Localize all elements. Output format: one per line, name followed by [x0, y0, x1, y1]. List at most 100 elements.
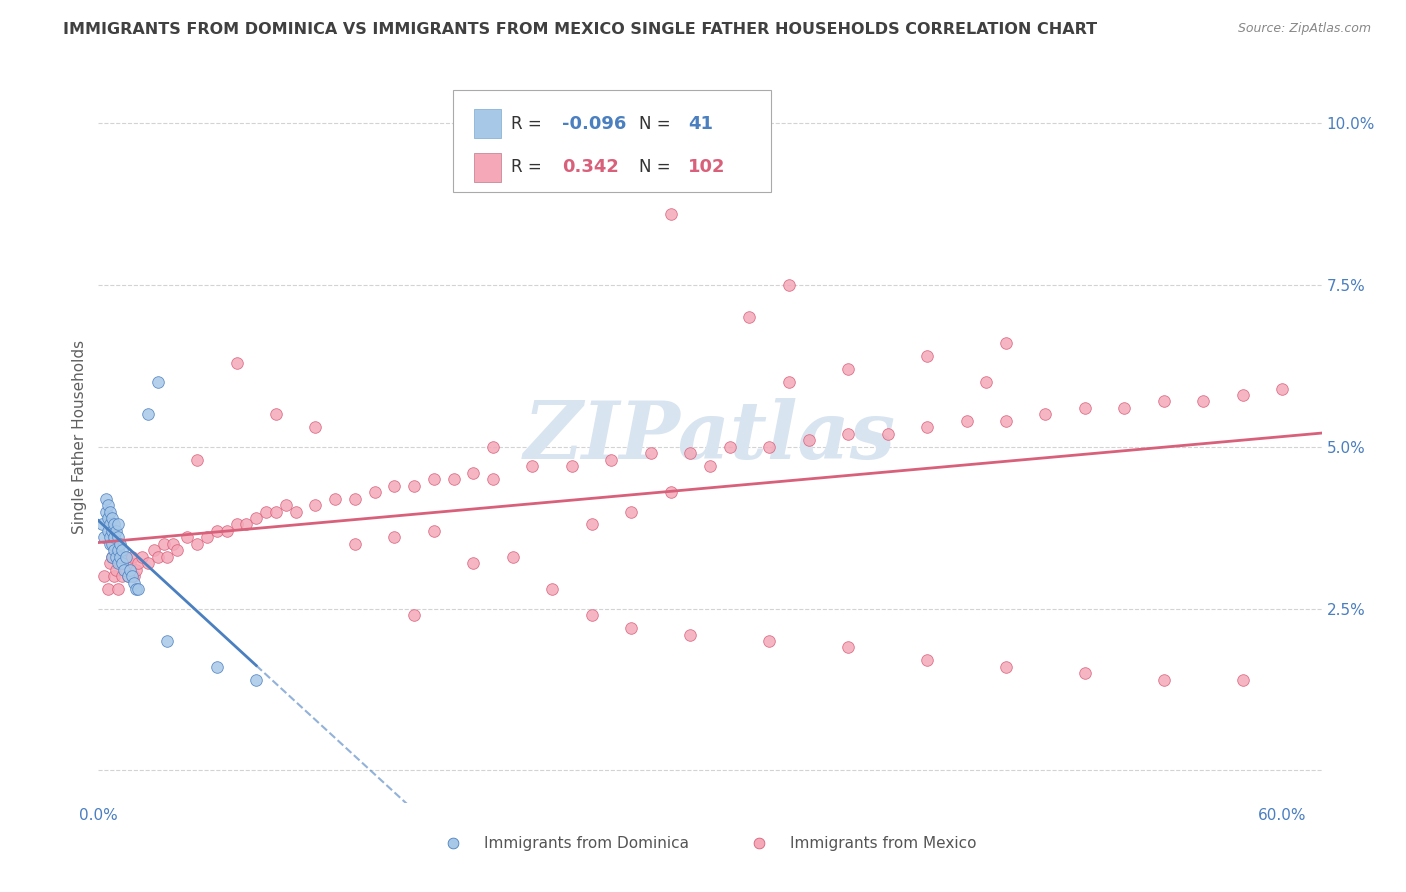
Point: [343, 537, 366, 551]
Point: [522, 459, 544, 474]
Point: [994, 414, 1017, 428]
Point: [105, 563, 128, 577]
Point: [131, 549, 153, 564]
Point: [343, 491, 366, 506]
Text: Immigrants from Mexico: Immigrants from Mexico: [790, 836, 976, 851]
Point: [797, 434, 820, 448]
Point: [463, 466, 485, 480]
Point: [974, 375, 997, 389]
Point: [107, 517, 129, 532]
Point: [1074, 401, 1097, 415]
Point: [103, 569, 125, 583]
Point: [107, 543, 129, 558]
Point: [96, 491, 118, 506]
Point: [93, 530, 115, 544]
Point: [97, 498, 120, 512]
Point: [103, 543, 125, 558]
Point: [98, 530, 121, 544]
Point: [111, 543, 134, 558]
Text: ZIPatlas: ZIPatlas: [524, 399, 896, 475]
Point: [778, 277, 800, 292]
Point: [1232, 673, 1254, 687]
Text: 0.342: 0.342: [562, 159, 619, 177]
Point: [502, 549, 524, 564]
Point: [620, 621, 643, 635]
Text: N =: N =: [640, 115, 676, 133]
Point: [122, 575, 145, 590]
Point: [1114, 401, 1136, 415]
Point: [404, 478, 426, 492]
Point: [121, 569, 143, 583]
Point: [1035, 408, 1057, 422]
Point: [111, 569, 134, 583]
Point: [1074, 666, 1097, 681]
Point: [304, 498, 326, 512]
Point: [107, 530, 129, 544]
Point: [659, 485, 682, 500]
Point: [304, 420, 326, 434]
Point: [142, 543, 165, 558]
Point: [101, 549, 124, 564]
Point: [541, 582, 564, 597]
Point: [915, 420, 938, 434]
Point: [640, 446, 662, 460]
Point: [166, 543, 188, 558]
Point: [156, 549, 179, 564]
Point: [107, 557, 129, 571]
Point: [225, 517, 247, 532]
Text: 102: 102: [688, 159, 725, 177]
Point: [118, 563, 141, 577]
Point: [118, 557, 141, 571]
Text: R =: R =: [510, 159, 547, 177]
Bar: [474, 153, 501, 182]
Point: [91, 517, 114, 532]
Point: [162, 537, 184, 551]
Point: [581, 517, 603, 532]
Point: [103, 530, 125, 544]
Point: [284, 504, 307, 518]
Point: [117, 569, 139, 583]
Point: [186, 537, 208, 551]
Point: [101, 537, 124, 551]
Point: [108, 549, 131, 564]
Point: [600, 452, 623, 467]
Point: [127, 557, 149, 571]
Point: [205, 524, 228, 538]
Point: [122, 569, 145, 583]
Point: [125, 582, 148, 597]
Point: [111, 557, 134, 571]
Text: Immigrants from Dominica: Immigrants from Dominica: [484, 836, 689, 851]
Point: [101, 524, 124, 538]
Point: [136, 557, 159, 571]
Point: [659, 207, 682, 221]
Y-axis label: Single Father Households: Single Father Households: [72, 340, 87, 534]
Point: [103, 537, 125, 551]
Point: [245, 673, 267, 687]
Point: [103, 517, 125, 532]
Point: [482, 472, 505, 486]
Point: [837, 640, 859, 655]
Point: [98, 517, 121, 532]
Point: [738, 310, 761, 325]
Point: [97, 582, 120, 597]
Point: [176, 530, 198, 544]
Text: IMMIGRANTS FROM DOMINICA VS IMMIGRANTS FROM MEXICO SINGLE FATHER HOUSEHOLDS CORR: IMMIGRANTS FROM DOMINICA VS IMMIGRANTS F…: [63, 22, 1098, 37]
Point: [254, 504, 277, 518]
Point: [264, 504, 287, 518]
Point: [1271, 382, 1294, 396]
Point: [679, 627, 702, 641]
Point: [195, 530, 218, 544]
Point: [101, 549, 124, 564]
Point: [423, 472, 446, 486]
Point: [146, 549, 169, 564]
Point: [994, 660, 1017, 674]
Point: [107, 582, 129, 597]
Point: [215, 524, 238, 538]
Point: [423, 524, 446, 538]
Point: [404, 608, 426, 623]
Point: [112, 549, 135, 564]
Point: [97, 524, 120, 538]
Point: [699, 459, 721, 474]
Point: [778, 375, 800, 389]
Point: [152, 537, 174, 551]
